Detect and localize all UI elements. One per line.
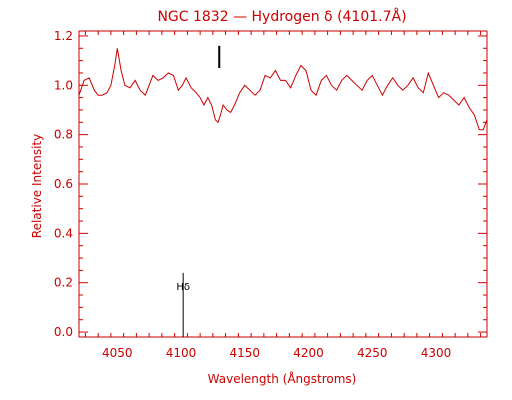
series-line-spectrum — [78, 48, 488, 131]
x-tick-label: 4050 — [102, 346, 133, 360]
plot-frame — [78, 30, 488, 338]
y-axis: 0.0 0.2 0.4 0.6 0.8 1.0 1.2 — [54, 29, 487, 339]
y-tick-label: 1.2 — [54, 29, 73, 43]
y-tick-label: 1.0 — [54, 78, 73, 92]
x-tick-label: 4200 — [293, 346, 324, 360]
annotations: Hδ — [176, 45, 221, 337]
y-tick-label: 0.2 — [54, 276, 73, 290]
y-tick-label: 0.6 — [54, 177, 73, 191]
x-tick-label: 4150 — [229, 346, 260, 360]
x-axis: 4050 4100 4150 4200 4250 4300 — [84, 31, 482, 360]
x-tick-label: 4250 — [357, 346, 388, 360]
y-tick-label: 0.8 — [54, 128, 73, 142]
y-tick-label: 0.0 — [54, 325, 73, 339]
chart-title: NGC 1832 — Hydrogen δ (4101.7Å) — [157, 8, 406, 25]
x-axis-label: Wavelength (Ångstroms) — [208, 371, 357, 386]
y-axis-label: Relative Intensity — [30, 134, 44, 238]
x-tick-label: 4100 — [166, 346, 197, 360]
y-tick-label: 0.4 — [54, 226, 73, 240]
h-delta-marker-label: Hδ — [176, 282, 190, 293]
x-tick-label: 4300 — [421, 346, 452, 360]
